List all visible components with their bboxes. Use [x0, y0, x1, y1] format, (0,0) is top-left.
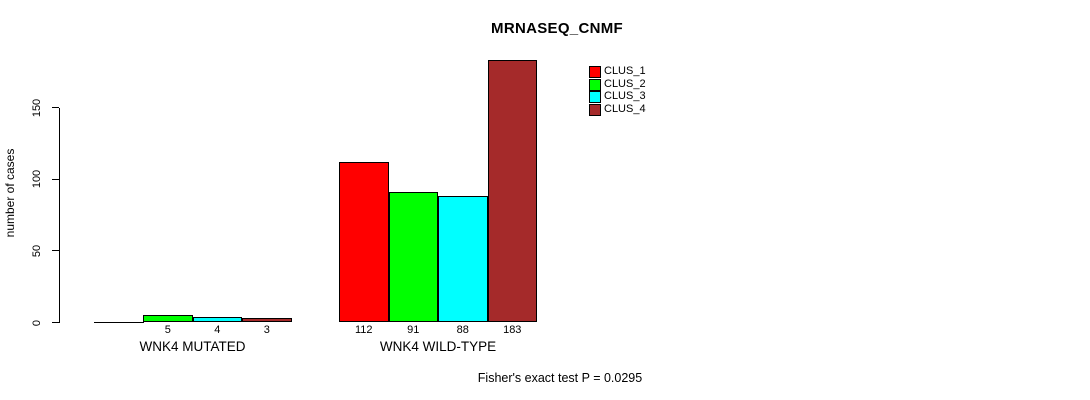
y-axis-label: number of cases [3, 148, 17, 238]
legend-swatch-clus_4 [589, 103, 601, 116]
bar-clus_4 [242, 318, 292, 323]
bar-value-label: 88 [456, 324, 469, 336]
group-label: WNK4 WILD-TYPE [379, 339, 497, 354]
bar-value-label: 112 [354, 324, 373, 336]
legend-swatch-clus_1 [589, 66, 601, 78]
bar-clus_1 [339, 161, 389, 323]
legend-swatch-clus_3 [589, 91, 601, 104]
legend-label-clus_1: CLUS_1 [604, 65, 646, 77]
bar-clus_1-zero [93, 322, 144, 323]
y-tick-mark [52, 322, 59, 323]
bar-clus_3 [192, 316, 242, 323]
y-tick-label: 150 [31, 98, 43, 117]
bar-clus_3 [438, 196, 488, 323]
group-label: WNK4 MUTATED [139, 339, 246, 354]
legend-label-clus_2: CLUS_2 [604, 77, 646, 90]
bar-value-label: 91 [407, 324, 420, 336]
y-tick-label: 50 [31, 244, 43, 257]
y-tick-label: 100 [31, 169, 43, 189]
bar-value-label: 3 [263, 324, 270, 336]
bar-value-label: 4 [214, 324, 221, 336]
bar-value-label: 183 [503, 324, 522, 336]
legend-swatch-clus_2 [589, 78, 601, 91]
legend-label-clus_3: CLUS_3 [604, 90, 646, 103]
y-tick-mark [52, 107, 59, 108]
bar-clus_2 [143, 315, 193, 323]
legend-label-clus_4: CLUS_4 [604, 102, 646, 115]
y-tick-mark [52, 250, 59, 252]
y-axis-line [59, 107, 60, 323]
bar-clus_2 [388, 192, 438, 323]
y-tick-label: 0 [31, 319, 43, 326]
bar-value-label: 5 [164, 324, 171, 336]
bar-clus_4 [487, 60, 537, 323]
chart-title: MRNASEQ_CNMF [491, 20, 623, 37]
annotation-text: Fisher's exact test P = 0.0295 [477, 371, 643, 385]
y-tick-mark [52, 178, 59, 180]
